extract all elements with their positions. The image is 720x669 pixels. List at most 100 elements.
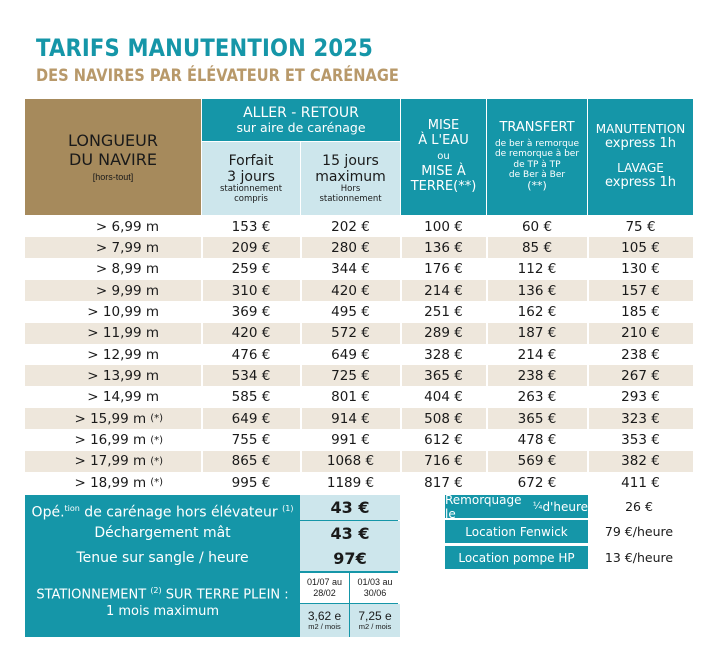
row-manut-price: 323 € <box>621 410 660 427</box>
header-transfert-l1: de ber à remorque <box>494 138 580 149</box>
stationnement-b: SUR TERRE PLEIN : <box>161 587 289 603</box>
row-quinze-price: 649 € <box>331 346 370 363</box>
page-subtitle: DES NAVIRES PAR ÉLÉVATEUR ET CARÉNAGE <box>36 66 399 86</box>
row-manut-price: 382 € <box>621 453 660 470</box>
ope-sup: tion <box>64 504 80 513</box>
row-length: > 17,99 m (*) <box>25 451 201 472</box>
row-manut-price: 157 € <box>621 282 660 299</box>
price1-unit: m2 / mois <box>308 621 341 631</box>
header-quinze-note1: Hors <box>340 183 361 194</box>
period2-l1: 01/03 au <box>357 577 393 588</box>
column-divider <box>486 216 488 493</box>
row-length-value: > 9,99 m <box>95 282 159 299</box>
header-transfert-l3: de TP à TP <box>513 159 561 170</box>
row-quinze-price: 495 € <box>331 303 370 320</box>
row-transfert-price: 136 € <box>517 282 557 299</box>
row-length-value: > 11,99 m <box>87 325 159 342</box>
page-title: TARIFS MANUTENTION 2025 <box>36 34 373 62</box>
row-quinze-price: 725 € <box>331 367 370 384</box>
row-mise-price: 365 € <box>424 367 463 384</box>
stationnement-note: (2) <box>150 586 162 595</box>
row-transfert-price: 214 € <box>517 346 557 363</box>
period1-l1: 01/07 au <box>306 577 343 588</box>
header-transfert-title: TRANSFERT <box>499 120 575 136</box>
header-aller-retour-title: ALLER - RETOUR <box>243 104 359 121</box>
row-mise-price: 817 € <box>424 474 463 491</box>
row-manut-price: 293 € <box>621 389 660 406</box>
row-mise-price: 508 € <box>424 410 463 427</box>
row-manut-price: 353 € <box>621 432 660 448</box>
row-transfert-price: 263 € <box>517 389 557 406</box>
header-forfait-note1: stationnement <box>219 183 283 194</box>
row-length: > 15,99 m (*) <box>25 408 201 429</box>
row-forfait-price: 476 € <box>231 346 271 363</box>
table-row: > 7,99 m 209 € 280 € 136 € 85 € 105 € <box>25 237 693 259</box>
row-mise-price: 289 € <box>424 325 463 342</box>
row-transfert-price: 112 € <box>517 261 557 278</box>
row-length-value: > 18,99 m <box>74 474 147 491</box>
service-fenwick-price: 79 €/heure <box>604 524 674 539</box>
column-divider <box>300 216 302 493</box>
header-quinze-title2: maximum <box>315 168 386 185</box>
row-length-value: > 12,99 m <box>87 346 159 363</box>
row-mise-price: 214 € <box>424 282 463 299</box>
stationnement-c: 1 mois maximum <box>105 603 220 619</box>
header-longueur: LONGUEUR DU NAVIRE [hors-tout] <box>25 99 201 215</box>
header-mise-a-leau: MISE À L'EAU ou MISE À TERRE(**) <box>401 99 486 215</box>
header-aller-retour-sub: sur aire de carénage <box>236 119 366 135</box>
remorquage-pre: Remorquage le <box>445 492 522 521</box>
row-manut-price: 75 € <box>625 218 656 235</box>
header-manut-sub: express 1h <box>605 136 676 152</box>
price2: 7,25 e <box>358 608 392 623</box>
row-quinze-price: 420 € <box>331 282 370 299</box>
header-transfert-note: (**) <box>527 179 547 193</box>
ope-note: (1) <box>282 504 294 513</box>
header-mise-line2: À L'EAU <box>418 133 469 149</box>
row-length-value: > 6,99 m <box>95 218 159 235</box>
table-row: > 11,99 m 420 € 572 € 289 € 187 € 210 € <box>25 322 693 344</box>
row-mise-price: 176 € <box>424 261 463 278</box>
stationnement-period1: 01/07 au 28/02 <box>300 573 349 603</box>
header-transfert-l4: de Ber à Ber <box>508 169 566 180</box>
stationnement-a: STATIONNEMENT <box>36 587 151 603</box>
table-row: > 8,99 m 259 € 344 € 176 € 112 € 130 € <box>25 259 693 280</box>
tenue-sangle-price: 97€ <box>300 546 400 571</box>
service-remorquage-price: 26 € <box>625 499 653 514</box>
service-fenwick-label: Location Fenwick <box>445 520 588 543</box>
header-lavage-title: LAVAGE <box>617 161 664 175</box>
row-forfait-price: 310 € <box>231 282 271 299</box>
row-mise-price: 404 € <box>424 389 463 406</box>
header-forfait: Forfait 3 jours stationnement compris <box>202 142 300 215</box>
row-forfait-price: 755 € <box>231 432 271 448</box>
header-mise-ou: ou <box>437 151 450 163</box>
table-row: > 13,99 m 534 € 725 € 365 € 238 € 267 € <box>25 365 693 387</box>
row-transfert-price: 365 € <box>517 410 557 427</box>
header-manut-title: MANUTENTION <box>595 122 686 137</box>
header-forfait-note2: compris <box>234 193 268 204</box>
table-row: > 12,99 m 476 € 649 € 328 € 214 € 238 € <box>25 344 693 365</box>
ope-text: de carénage hors élévateur <box>79 504 283 521</box>
row-transfert-price: 162 € <box>517 303 557 320</box>
row-manut-price: 105 € <box>621 239 660 256</box>
row-forfait-price: 995 € <box>231 474 271 491</box>
row-length-note: (*) <box>150 477 163 489</box>
remorquage-frac: ¼ <box>532 501 543 512</box>
table-row: > 9,99 m 310 € 420 € 214 € 136 € 157 € <box>25 280 693 302</box>
row-length: > 16,99 m (*) <box>25 430 201 451</box>
service-pompe-label: Location pompe HP <box>445 546 588 569</box>
row-length: > 7,99 m <box>25 237 201 258</box>
row-length-value: > 10,99 m <box>87 303 159 320</box>
row-transfert-price: 238 € <box>517 367 557 384</box>
row-length: > 6,99 m <box>25 216 201 237</box>
row-transfert-price: 85 € <box>521 239 553 256</box>
stationnement-price1: 3,62 e m2 / mois <box>300 604 349 637</box>
period2-l2: 30/06 <box>363 588 387 598</box>
row-manut-price: 130 € <box>621 261 660 278</box>
row-transfert-price: 672 € <box>517 474 557 491</box>
row-manut-price: 210 € <box>621 325 660 342</box>
header-forfait-title2: 3 jours <box>227 168 275 185</box>
header-aller-retour: ALLER - RETOUR sur aire de carénage <box>202 99 400 141</box>
ope-carenage-label: Opé.tion de carénage hors élévateur (1) <box>25 498 300 521</box>
row-mise-price: 100 € <box>424 218 463 235</box>
row-quinze-price: 344 € <box>331 261 370 278</box>
